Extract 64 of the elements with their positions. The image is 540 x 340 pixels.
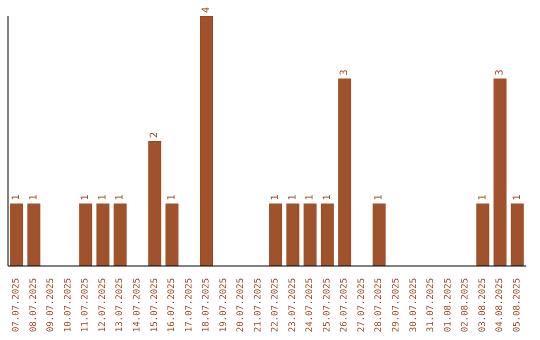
bar — [200, 16, 214, 266]
x-tick-label: 19.07.2025 — [218, 278, 229, 332]
x-tick-label: 03.08.2025 — [478, 278, 488, 332]
x-tick-label: 23.07.2025 — [288, 278, 298, 332]
data-label: 1 — [11, 194, 22, 200]
x-tick-label: 31.07.2025 — [426, 278, 436, 332]
x-tick-label: 11.07.2025 — [80, 278, 91, 332]
bar — [10, 204, 24, 266]
x-tick-label: 10.07.2025 — [63, 278, 74, 332]
x-tick-label: 24.07.2025 — [305, 278, 316, 332]
bar — [304, 204, 317, 266]
x-tick-label: 16.07.2025 — [167, 278, 178, 332]
data-label: 1 — [80, 194, 92, 200]
x-tick-label: 04.08.2025 — [495, 278, 506, 332]
bar — [476, 204, 490, 266]
x-tick-label: 29.07.2025 — [392, 278, 402, 332]
data-label: 1 — [97, 194, 108, 200]
data-label: 1 — [322, 194, 333, 200]
x-tick-label: 17.07.2025 — [184, 278, 194, 332]
x-tick-label: 05.08.2025 — [512, 278, 522, 332]
x-tick-label: 26.07.2025 — [340, 278, 350, 332]
x-tick-label: 27.07.2025 — [356, 278, 367, 332]
x-tick-label: 25.07.2025 — [322, 278, 332, 332]
bar — [96, 204, 110, 266]
x-tick-label: 14.07.2025 — [132, 278, 142, 332]
data-label: 2 — [149, 132, 160, 138]
x-tick-label: 18.07.2025 — [202, 278, 212, 332]
data-label: 1 — [114, 194, 126, 200]
bar — [27, 204, 40, 266]
x-tick-label: 28.07.2025 — [374, 278, 384, 332]
bar — [494, 78, 507, 266]
bar — [286, 204, 300, 266]
data-label: 1 — [270, 194, 282, 200]
x-tick-label: 08.07.2025 — [28, 278, 39, 332]
data-label: 3 — [494, 69, 506, 76]
bar — [372, 204, 386, 266]
x-tick-label: 09.07.2025 — [46, 278, 56, 332]
x-tick-label: 12.07.2025 — [98, 278, 108, 332]
bar — [148, 141, 162, 266]
data-label: 4 — [201, 6, 212, 13]
bar — [320, 204, 334, 266]
x-tick-label: 30.07.2025 — [408, 278, 419, 332]
bar — [114, 204, 127, 266]
x-tick-label: 20.07.2025 — [236, 278, 246, 332]
data-label: 1 — [477, 194, 488, 200]
data-label: 1 — [166, 194, 178, 200]
bar — [510, 204, 524, 266]
x-tick-label: 13.07.2025 — [115, 278, 126, 332]
x-tick-label: 07.07.2025 — [12, 278, 22, 332]
data-label: 1 — [28, 194, 40, 200]
bar — [165, 204, 178, 266]
data-label: 1 — [287, 194, 298, 200]
bar — [79, 204, 92, 266]
bar — [269, 204, 282, 266]
bar — [338, 78, 352, 266]
data-label: 3 — [339, 69, 350, 76]
x-tick-label: 21.07.2025 — [253, 278, 264, 332]
data-label: 1 — [374, 194, 385, 200]
x-tick-label: 02.08.2025 — [460, 278, 471, 332]
x-tick-label: 22.07.2025 — [270, 278, 281, 332]
data-label: 1 — [304, 194, 316, 200]
data-label: 1 — [512, 194, 523, 200]
x-tick-label: 15.07.2025 — [150, 278, 160, 332]
x-tick-label: 01.08.2025 — [443, 278, 454, 332]
